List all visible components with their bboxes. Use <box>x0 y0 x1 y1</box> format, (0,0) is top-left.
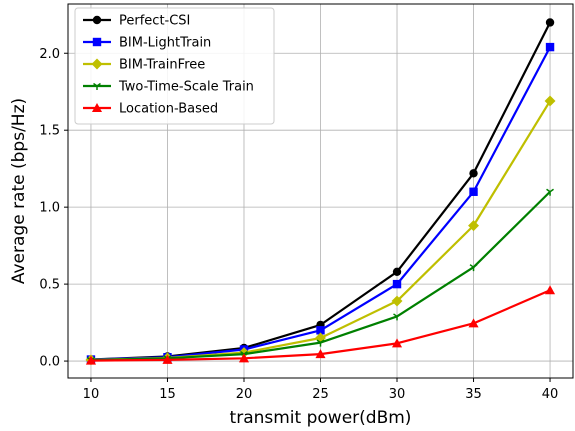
y-tick-label: 0.5 <box>39 278 60 293</box>
y-tick-label: 0.0 <box>39 355 60 370</box>
data-point <box>238 353 250 363</box>
legend-box <box>74 7 275 125</box>
data-point <box>316 339 325 347</box>
x-tick-label: 20 <box>236 387 253 402</box>
data-point <box>468 318 479 328</box>
legend-marker <box>91 102 103 113</box>
legend-item: Two-Time-Scale Train <box>83 80 254 95</box>
data-point <box>544 95 556 107</box>
series-4 <box>85 285 556 365</box>
legend-label: BIM-LightTrain <box>119 36 211 51</box>
legend-label: Perfect-CSI <box>119 14 190 29</box>
legend-item: Perfect-CSI <box>83 14 190 29</box>
x-tick-label: 35 <box>465 387 482 402</box>
legend-marker <box>91 58 103 70</box>
x-tick-label: 30 <box>389 387 406 402</box>
y-tick-label: 1.5 <box>39 124 60 139</box>
legend-item: BIM-LightTrain <box>83 36 211 51</box>
data-point <box>546 188 554 196</box>
data-point <box>162 354 173 364</box>
x-axis-label: transmit power(dBm) <box>230 408 412 428</box>
data-point <box>393 313 401 321</box>
data-point <box>545 285 556 295</box>
data-point <box>469 169 478 178</box>
legend-item: BIM-TrainFree <box>83 58 205 73</box>
legend-label: Location-Based <box>119 102 218 117</box>
data-point <box>545 18 555 27</box>
series-layer <box>85 18 556 366</box>
x-tick-label: 25 <box>312 387 329 402</box>
data-point <box>392 279 402 289</box>
legend-marker <box>92 37 102 47</box>
data-point <box>391 338 403 348</box>
data-point <box>469 187 478 196</box>
data-point <box>316 326 325 335</box>
x-tick-label: 40 <box>542 387 559 402</box>
data-point <box>392 267 402 277</box>
axis-ticks: 10 15 20 25 30 35 40 0.0 0.5 1.0 1.5 2.0 <box>39 47 558 402</box>
y-axis-label: Average rate (bps/Hz) <box>9 98 29 284</box>
legend-item: Location-Based <box>83 102 218 117</box>
data-point <box>315 349 326 359</box>
data-point <box>545 42 555 52</box>
data-point <box>469 264 478 272</box>
legend-marker <box>93 82 101 90</box>
data-point <box>468 220 479 232</box>
legend: Perfect-CSI BIM-LightTrain BIM-TrainFree Tw… <box>74 7 275 125</box>
y-tick-label: 1.0 <box>39 201 60 216</box>
y-tick-label: 2.0 <box>39 47 60 62</box>
data-point <box>85 355 96 365</box>
x-tick-label: 10 <box>83 387 100 402</box>
data-point <box>391 295 403 307</box>
legend-label: Two-Time-Scale Train <box>118 80 254 95</box>
x-tick-label: 15 <box>159 387 176 402</box>
legend-marker <box>92 15 102 25</box>
legend-label: BIM-TrainFree <box>119 58 205 73</box>
